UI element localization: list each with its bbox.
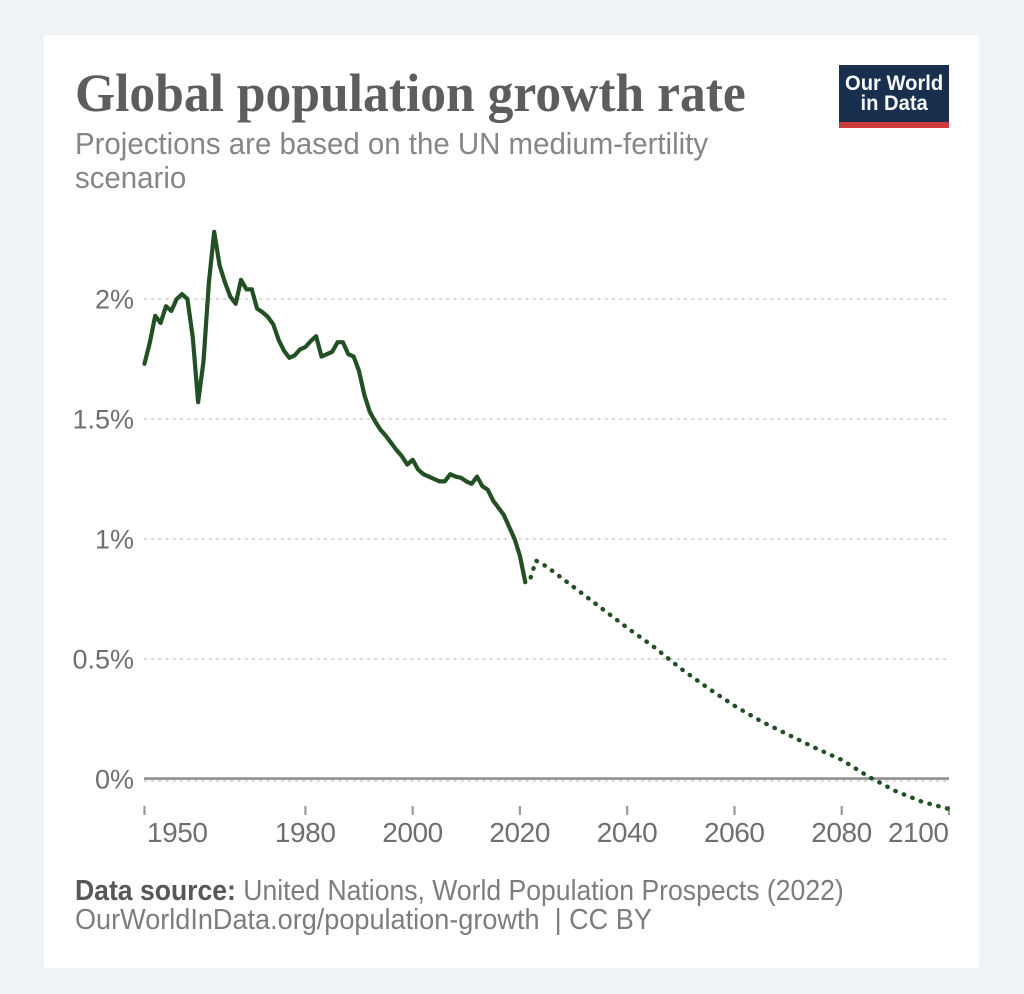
svg-text:1.5%: 1.5% [72,405,134,435]
svg-text:2000: 2000 [382,817,443,848]
svg-text:0%: 0% [95,765,134,795]
svg-text:1980: 1980 [275,817,336,848]
svg-text:2060: 2060 [704,817,765,848]
svg-text:2020: 2020 [489,817,550,848]
svg-text:2040: 2040 [597,817,658,848]
svg-text:1950: 1950 [147,817,208,848]
svg-text:0.5%: 0.5% [72,645,134,675]
svg-text:1%: 1% [95,525,134,555]
svg-text:2%: 2% [95,285,134,315]
svg-text:2100: 2100 [888,817,949,848]
svg-text:2080: 2080 [811,817,872,848]
